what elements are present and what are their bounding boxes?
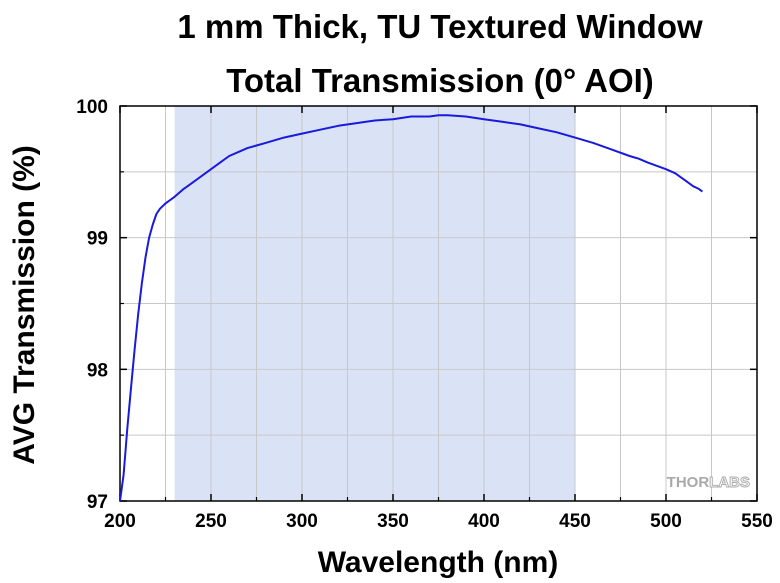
watermark-labs: LABS (709, 474, 750, 491)
chart-title-line-1: 1 mm Thick, TU Textured Window (177, 8, 703, 45)
x-tick-label: 250 (195, 511, 227, 532)
y-tick-label: 100 (76, 97, 108, 118)
y-tick-label: 99 (87, 229, 108, 250)
y-tick-labels: 97 98 99 100 (76, 97, 108, 513)
x-tick-label: 450 (559, 511, 591, 532)
watermark-thor: THOR (667, 474, 710, 491)
y-tick-label: 98 (87, 360, 108, 381)
series-line (119, 114, 704, 502)
chart-title-line-2: Total Transmission (0° AOI) (226, 62, 654, 99)
x-tick-label: 550 (741, 511, 773, 532)
x-tick-label: 400 (468, 511, 500, 532)
x-tick-label: 200 (104, 511, 136, 532)
watermark: THORLABS (667, 474, 750, 491)
x-axis-label: Wavelength (nm) (318, 546, 559, 579)
y-axis-label: AVG Transmission (%) (8, 145, 41, 465)
x-tick-label: 500 (650, 511, 682, 532)
y-tick-label: 97 (87, 492, 108, 513)
x-tick-label: 350 (377, 511, 409, 532)
x-tick-label: 300 (286, 511, 318, 532)
x-tick-labels: 200 250 300 350 400 450 500 550 (104, 511, 773, 532)
